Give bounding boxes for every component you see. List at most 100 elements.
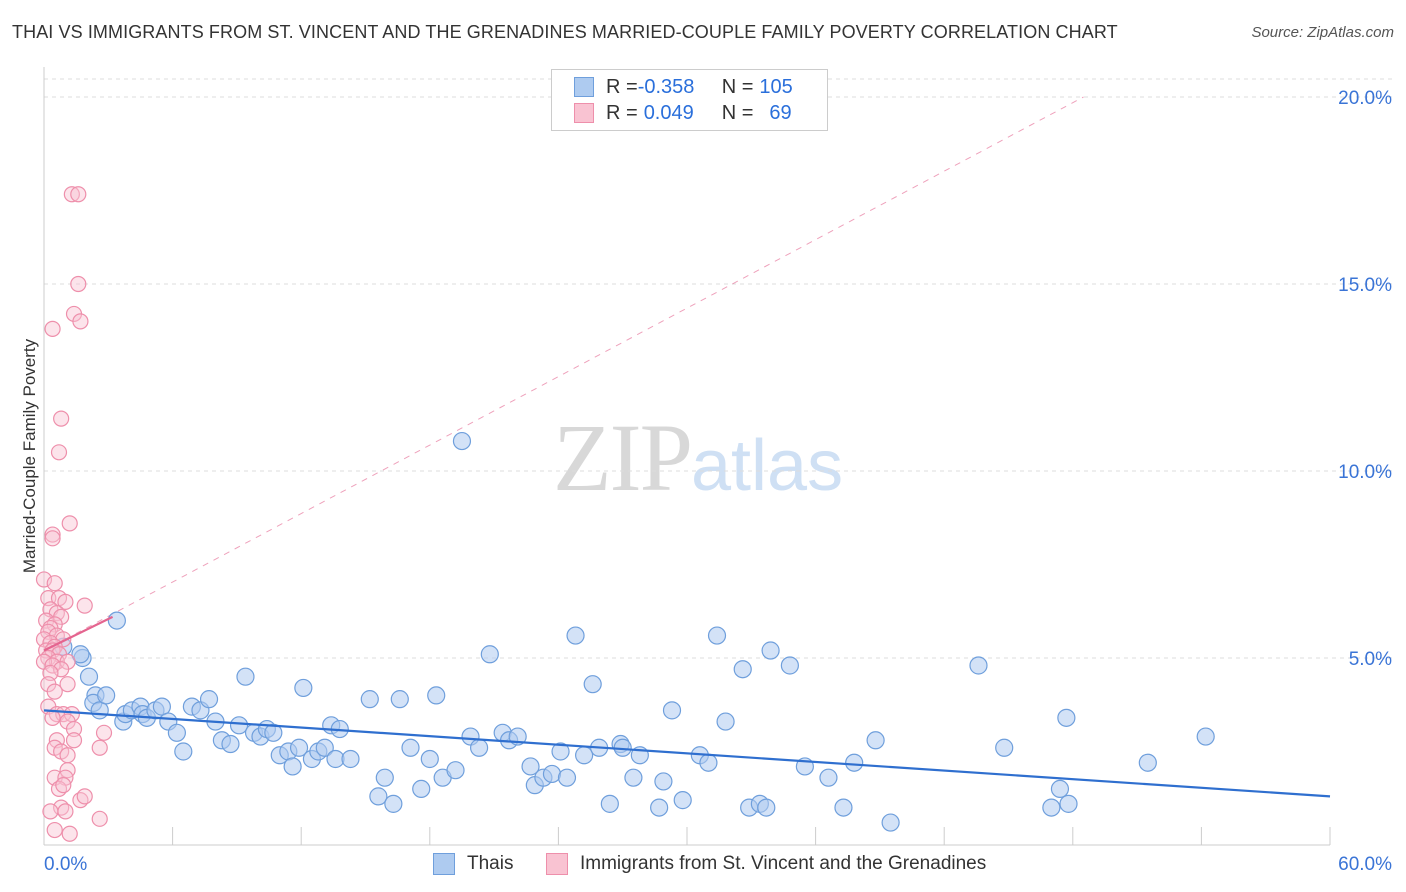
immigrants-r-value: 0.049 (643, 101, 694, 124)
thais-point-91 (834, 798, 853, 817)
immigrants-swatch (574, 103, 594, 123)
immigrants-point-55 (59, 747, 76, 764)
watermark-zip: ZIP (553, 404, 693, 511)
watermark-atlas: atlas (691, 426, 844, 506)
thais-point-64 (551, 742, 570, 761)
legend-immigrants-swatch (546, 853, 568, 875)
thais-point-45 (384, 794, 403, 813)
thais-point-17 (174, 742, 193, 761)
thais-point-102 (1196, 727, 1215, 746)
thais-point-86 (757, 798, 776, 817)
immigrants-point-66 (61, 825, 78, 842)
thais-point-67 (575, 746, 594, 765)
immigrants-point-49 (95, 724, 113, 741)
thais-point-77 (662, 701, 682, 720)
thais-point-98 (1050, 779, 1070, 799)
immigrants-point-7 (50, 444, 68, 461)
immigrants-n-label: N = (721, 101, 754, 124)
immigrants-point-15 (57, 593, 74, 611)
thais-point-87 (761, 641, 780, 660)
x-tick-label-max: 60.0% (1338, 854, 1392, 875)
thais-point-47 (401, 738, 420, 757)
thais-point-93 (866, 731, 885, 750)
immigrants-point-1 (70, 186, 87, 203)
thais-point-49 (420, 749, 439, 769)
thais-trend-line (43, 709, 1331, 798)
source-credit: Source: ZipAtlas.com (1251, 24, 1394, 41)
immigrants-point-48 (65, 720, 83, 738)
immigrants-point-9 (44, 526, 61, 543)
thais-point-100 (1059, 794, 1078, 813)
thais-point-25 (236, 667, 255, 686)
immigrants-point-64 (91, 810, 108, 827)
immigrants-point-16 (76, 597, 93, 614)
legend-thais: Thais (433, 851, 513, 877)
immigrants-point-41 (46, 683, 63, 700)
immigrants-point-67 (76, 788, 93, 805)
x-tick-label-min: 0.0% (44, 854, 87, 875)
thais-point-6 (107, 611, 126, 630)
thais-point-50 (427, 686, 446, 705)
thais-point-80 (699, 753, 718, 772)
thais-point-104 (97, 686, 116, 705)
thais-swatch (574, 77, 594, 97)
immigrants-point-53 (91, 739, 108, 756)
thais-point-29 (264, 723, 283, 742)
thais-point-73 (624, 768, 643, 787)
thais-point-55 (469, 738, 489, 757)
thais-point-33 (289, 738, 309, 757)
watermark: ZIPatlas (553, 402, 843, 513)
legend-immigrants: Immigrants from St. Vincent and the Gren… (546, 851, 986, 877)
immigrants-point-46 (44, 709, 61, 726)
thais-point-52 (446, 761, 465, 780)
immigrants-point-40 (59, 676, 76, 693)
thais-point-2 (71, 645, 90, 664)
legend-thais-swatch (433, 853, 455, 875)
thais-n-value: 105 (759, 75, 793, 98)
thais-point-78 (673, 791, 692, 810)
immigrants-point-8 (61, 515, 78, 532)
thais-n-label: N = (721, 75, 754, 98)
immigrants-trend-line (43, 615, 114, 652)
thais-point-66 (566, 626, 585, 645)
immigrants-point-68 (55, 777, 72, 794)
thais-point-43 (375, 768, 394, 787)
thais-point-34 (294, 678, 313, 698)
immigrants-point-62 (57, 803, 74, 820)
thais-point-53 (452, 431, 472, 451)
immigrants-point-63 (42, 803, 59, 820)
thais-point-83 (733, 660, 752, 679)
legend-immigrants-label: Immigrants from St. Vincent and the Gren… (580, 853, 987, 874)
immigrants-point-51 (65, 732, 83, 749)
immigrants-point-12 (46, 575, 63, 592)
thais-point-82 (716, 712, 735, 731)
thais-point-42 (360, 690, 379, 709)
thais-point-97 (1042, 798, 1061, 817)
stats-box: R = -0.358 N = 105 R = 0.049 N = 69 (551, 69, 828, 131)
y-tick-label-5: 5.0% (1349, 649, 1392, 670)
thais-point-65 (557, 768, 577, 787)
immigrants-point-2 (70, 275, 87, 293)
immigrants-r-label: R = (606, 101, 638, 124)
thais-point-44 (369, 787, 388, 806)
thais-point-24 (229, 716, 249, 735)
stats-row-immigrants: R = 0.049 N = 69 (574, 101, 792, 125)
thais-point-94 (881, 813, 900, 832)
legend-thais-label: Thais (467, 853, 514, 874)
immigrants-point-10 (44, 530, 61, 547)
thais-r-value: -0.358 (637, 75, 695, 98)
thais-point-90 (819, 768, 838, 787)
thais-point-14 (152, 697, 171, 716)
immigrants-point-65 (46, 821, 63, 839)
thais-point-101 (1138, 753, 1157, 772)
y-tick-label-10: 10.0% (1338, 462, 1392, 483)
thais-point-56 (480, 645, 499, 664)
immigrants-trend-extended (43, 96, 1084, 651)
immigrants-point-4 (72, 313, 89, 330)
stats-row-thais: R = -0.358 N = 105 (574, 75, 793, 99)
thais-point-88 (780, 656, 799, 675)
chart-title: THAI VS IMMIGRANTS FROM ST. VINCENT AND … (12, 22, 1118, 42)
thais-point-92 (845, 753, 864, 772)
thais-point-3 (79, 667, 99, 686)
